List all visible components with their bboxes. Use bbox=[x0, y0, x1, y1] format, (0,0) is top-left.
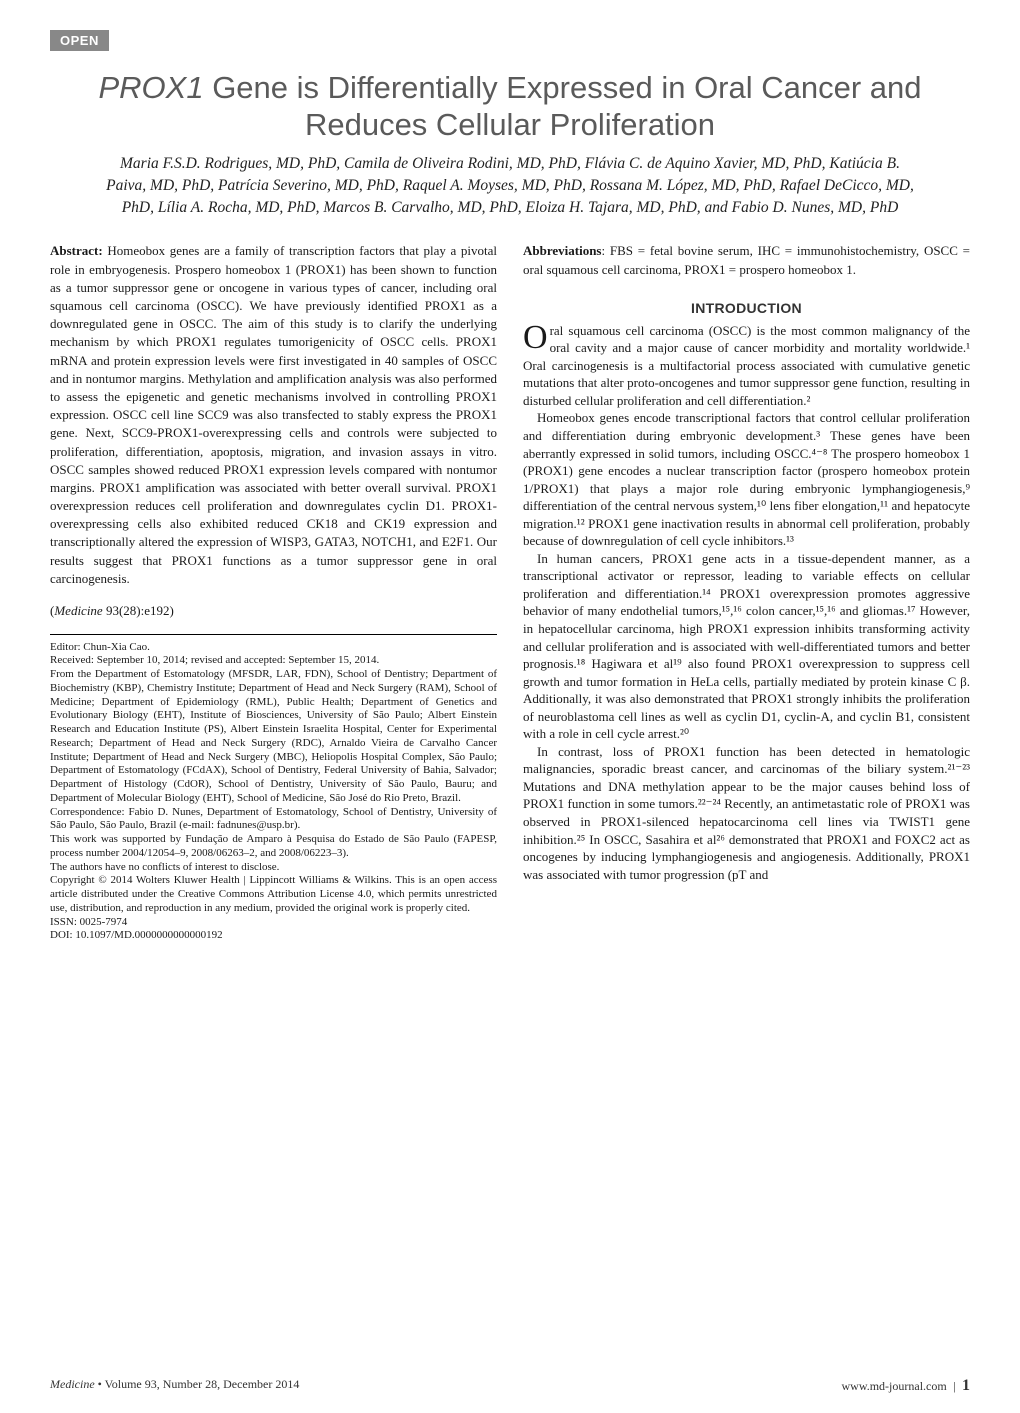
citation-line: (Medicine 93(28):e192) bbox=[50, 602, 497, 620]
intro-para-2: Homeobox genes encode transcriptional fa… bbox=[523, 409, 970, 549]
footnote-correspondence: Correspondence: Fabio D. Nunes, Departme… bbox=[50, 806, 497, 834]
footnote-funding: This work was supported by Fundação de A… bbox=[50, 833, 497, 861]
footnote-issn: ISSN: 0025-7974 bbox=[50, 916, 497, 930]
footer-page-number: 1 bbox=[962, 1377, 970, 1394]
abstract-block: Abstract: Homeobox genes are a family of… bbox=[50, 242, 497, 588]
left-column: Abstract: Homeobox genes are a family of… bbox=[50, 242, 497, 943]
citation-ref: 93(28):e192 bbox=[106, 603, 170, 618]
introduction-heading: INTRODUCTION bbox=[523, 299, 970, 318]
intro-para-3: In human cancers, PROX1 gene acts in a t… bbox=[523, 550, 970, 743]
intro-para-1: Oral squamous cell carcinoma (OSCC) is t… bbox=[523, 322, 970, 410]
citation-journal: Medicine bbox=[54, 603, 102, 618]
author-list: Maria F.S.D. Rodrigues, MD, PhD, Camila … bbox=[105, 153, 915, 218]
footnote-doi: DOI: 10.1097/MD.0000000000000192 bbox=[50, 929, 497, 943]
open-access-badge: OPEN bbox=[50, 30, 109, 51]
right-column: Abbreviations: FBS = fetal bovine serum,… bbox=[523, 242, 970, 943]
abbreviations-block: Abbreviations: FBS = fetal bovine serum,… bbox=[523, 242, 970, 278]
abbreviations-label: Abbreviations bbox=[523, 243, 602, 258]
title-gene: PROX1 bbox=[98, 70, 203, 105]
article-title: PROX1 Gene is Differentially Expressed i… bbox=[50, 69, 970, 143]
two-column-layout: Abstract: Homeobox genes are a family of… bbox=[50, 242, 970, 943]
footer-journal: Medicine bbox=[50, 1377, 95, 1391]
footnote-editor: Editor: Chun-Xia Cao. bbox=[50, 641, 497, 655]
footnote-copyright: Copyright © 2014 Wolters Kluwer Health |… bbox=[50, 874, 497, 915]
footnote-conflicts: The authors have no conflicts of interes… bbox=[50, 861, 497, 875]
footnote-received: Received: September 10, 2014; revised an… bbox=[50, 654, 497, 668]
title-rest: Gene is Differentially Expressed in Oral… bbox=[204, 70, 922, 142]
page-footer: Medicine • Volume 93, Number 28, Decembe… bbox=[50, 1377, 970, 1395]
footer-right: www.md-journal.com | 1 bbox=[841, 1377, 970, 1395]
abstract-label: Abstract: bbox=[50, 243, 103, 258]
intro-p1-text: ral squamous cell carcinoma (OSCC) is th… bbox=[523, 323, 970, 408]
footnote-rule bbox=[50, 634, 497, 641]
dropcap: O bbox=[523, 322, 550, 352]
footer-url: www.md-journal.com bbox=[841, 1379, 946, 1393]
intro-para-4: In contrast, loss of PROX1 function has … bbox=[523, 743, 970, 883]
footer-left: Medicine • Volume 93, Number 28, Decembe… bbox=[50, 1377, 299, 1395]
footnote-affiliation: From the Department of Estomatology (MFS… bbox=[50, 668, 497, 806]
footnotes-block: Editor: Chun-Xia Cao. Received: Septembe… bbox=[50, 641, 497, 944]
footer-volume: • Volume 93, Number 28, December 2014 bbox=[95, 1377, 300, 1391]
introduction-body: Oral squamous cell carcinoma (OSCC) is t… bbox=[523, 322, 970, 884]
abstract-text: Homeobox genes are a family of transcrip… bbox=[50, 243, 497, 585]
